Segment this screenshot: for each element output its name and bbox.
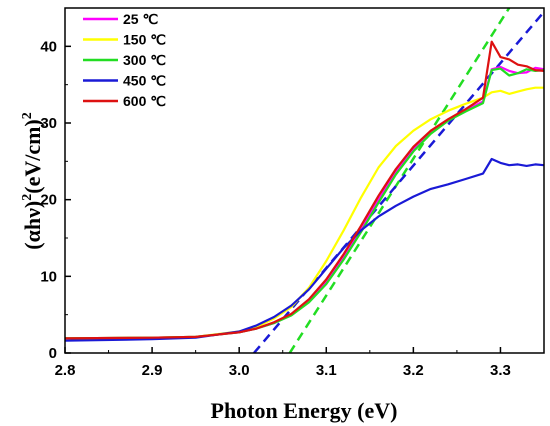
series-line-5 <box>65 40 544 340</box>
y-tick-label: 10 <box>40 268 57 285</box>
legend-label-3: 300 ℃ <box>123 52 166 68</box>
x-axis-title: Photon Energy (eV) <box>211 398 398 423</box>
x-tick-label: 3.0 <box>229 362 250 379</box>
x-tick-label: 2.9 <box>142 362 163 379</box>
y-tick-label: 0 <box>49 345 57 362</box>
y-tick-label: 20 <box>40 192 57 209</box>
x-tick-label: 3.2 <box>403 362 424 379</box>
y-axis: 0 10 20 30 40 <box>40 38 71 362</box>
x-tick-label: 2.8 <box>55 362 76 379</box>
legend-label-2: 150 ℃ <box>123 32 166 48</box>
x-axis: 2.8 2.9 3.0 3.1 3.2 3.3 <box>55 347 511 379</box>
x-tick-label: 3.3 <box>490 362 511 379</box>
y-tick-label: 40 <box>40 38 57 55</box>
x-tick-label: 3.1 <box>316 362 337 379</box>
plot-frame <box>64 7 545 354</box>
y-axis-title: (αhν)2(eV/cm)2 <box>20 112 45 250</box>
plot-area <box>65 8 544 353</box>
legend-label-5: 600 ℃ <box>123 93 166 109</box>
legend: 25 ℃ 150 ℃ 300 ℃ 450 ℃ 600 ℃ <box>83 11 166 109</box>
legend-label-1: 25 ℃ <box>123 11 158 27</box>
y-tick-label: 30 <box>40 115 57 132</box>
legend-label-4: 450 ℃ <box>123 73 166 89</box>
series-line-3 <box>65 67 544 340</box>
fit-line-1 <box>288 8 511 353</box>
series-line-4 <box>65 157 544 342</box>
series-line-2 <box>65 86 544 340</box>
